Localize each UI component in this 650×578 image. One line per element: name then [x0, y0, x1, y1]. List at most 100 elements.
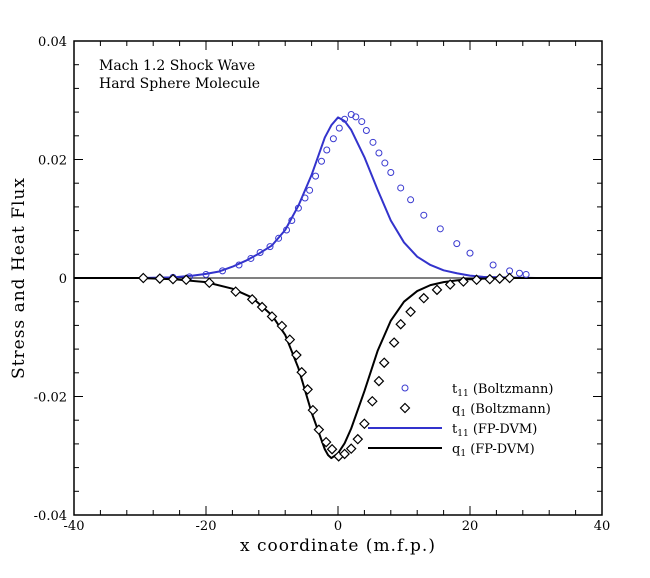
- y-tick-label: 0: [59, 272, 67, 287]
- y-tick-label: -0.02: [34, 391, 67, 406]
- diamond-marker: [339, 448, 350, 460]
- diamond-marker: [405, 306, 416, 318]
- circle-marker: [247, 254, 255, 262]
- circle-marker: [397, 184, 405, 192]
- circle-marker: [436, 225, 444, 233]
- y-axis-title: Stress and Heat Flux: [9, 177, 29, 379]
- legend-label-rest: (FP-DVM): [469, 422, 538, 437]
- diamond-marker: [307, 404, 319, 416]
- circle-marker: [219, 267, 226, 275]
- diamond-marker: [431, 284, 443, 296]
- x-tick-label: 20: [462, 519, 479, 534]
- circle-marker: [275, 234, 283, 242]
- legend-label: q1 (Boltzmann): [452, 402, 551, 419]
- circle-marker: [381, 159, 389, 167]
- diamond-marker: [167, 273, 179, 285]
- circle-marker: [202, 270, 210, 278]
- diamond-marker: [296, 366, 308, 378]
- diamond-marker: [284, 334, 296, 345]
- circle-marker: [489, 261, 497, 269]
- legend-label-main: t: [452, 422, 458, 437]
- diamond-marker: [320, 436, 332, 448]
- diamond-marker: [266, 311, 278, 322]
- x-tick-label: 40: [594, 519, 611, 534]
- x-tick-label: 0: [334, 519, 342, 534]
- legend: t11 (Boltzmann)q1 (Boltzmann)t11 (FP-DVM…: [368, 382, 553, 459]
- diamond-marker: [256, 301, 268, 313]
- diamond-marker: [471, 274, 482, 286]
- diamond-marker: [494, 273, 506, 284]
- circle-marker: [301, 194, 309, 202]
- circle-marker: [329, 135, 337, 143]
- legend-label-subscript: 1: [460, 449, 466, 459]
- legend-label: q1 (FP-DVM): [452, 442, 535, 459]
- diamond-marker: [388, 337, 400, 348]
- legend-label-subscript: 11: [457, 429, 468, 439]
- circle-marker: [283, 226, 291, 234]
- circle-marker: [352, 113, 360, 121]
- diamond-marker: [458, 276, 469, 287]
- circle-marker: [312, 172, 320, 180]
- annotation-line-1: Mach 1.2 Shock Wave: [99, 58, 255, 74]
- circle-marker: [294, 204, 302, 212]
- circle-marker: [341, 115, 349, 123]
- x-axis-title: x coordinate (m.f.p.): [240, 536, 436, 556]
- diamond-marker: [352, 433, 364, 445]
- diamond-marker: [418, 292, 430, 304]
- legend-label-rest: (Boltzmann): [469, 382, 554, 397]
- circle-marker: [375, 149, 383, 157]
- series-line-2: [74, 116, 576, 279]
- diamond-marker: [246, 293, 258, 305]
- circle-marker: [288, 217, 296, 225]
- legend-label: t11 (FP-DVM): [452, 422, 537, 439]
- diamond-marker: [276, 320, 288, 332]
- circle-marker: [420, 211, 428, 219]
- circle-marker: [453, 240, 461, 248]
- diamond-marker: [395, 318, 407, 330]
- diamond-marker: [484, 273, 496, 285]
- diamond-marker: [444, 279, 456, 290]
- circle-marker: [466, 249, 474, 257]
- legend-label-main: q: [452, 442, 460, 457]
- diamond-marker: [373, 375, 385, 387]
- circle-marker: [256, 249, 264, 257]
- circle-marker: [516, 269, 523, 277]
- annotation-line-2: Hard Sphere Molecule: [99, 76, 260, 92]
- circle-marker: [358, 118, 366, 126]
- circle-marker: [318, 157, 325, 165]
- x-tick-label: -20: [196, 519, 217, 534]
- legend-label-main: q: [452, 402, 460, 417]
- circle-marker: [362, 126, 370, 134]
- legend-label-subscript: 1: [460, 409, 466, 419]
- diamond-marker: [203, 277, 215, 289]
- diamond-marker: [345, 443, 357, 454]
- y-tick-label: 0.02: [38, 154, 67, 169]
- circle-marker: [387, 169, 395, 177]
- diamond-marker: [302, 384, 313, 395]
- legend-diamond-marker: [399, 402, 411, 414]
- diamond-marker: [359, 418, 370, 430]
- circle-marker: [335, 124, 343, 132]
- legend-label-rest: (Boltzmann): [466, 402, 551, 417]
- circle-marker: [235, 261, 243, 269]
- diamond-marker: [137, 272, 149, 284]
- diamond-marker: [180, 274, 192, 286]
- circle-marker: [266, 243, 274, 251]
- diamond-marker: [326, 443, 338, 455]
- diamond-marker: [378, 357, 390, 369]
- diamond-marker: [154, 273, 166, 284]
- legend-label-main: t: [452, 382, 458, 397]
- legend-label-rest: (FP-DVM): [466, 442, 535, 457]
- circle-marker: [407, 196, 415, 204]
- axis-ticks: -40 -20 0 20 40 -0.04 -0.02 0 0.02 0.04: [34, 35, 611, 534]
- legend-circle-marker: [401, 384, 409, 392]
- diamond-marker: [291, 349, 302, 361]
- circle-marker: [306, 186, 314, 194]
- series-markers: [137, 110, 530, 462]
- circle-marker: [323, 146, 331, 154]
- diamond-marker: [230, 286, 242, 297]
- y-tick-label: 0.04: [38, 35, 67, 50]
- diamond-marker: [504, 272, 515, 284]
- x-tick-label: -40: [64, 519, 85, 534]
